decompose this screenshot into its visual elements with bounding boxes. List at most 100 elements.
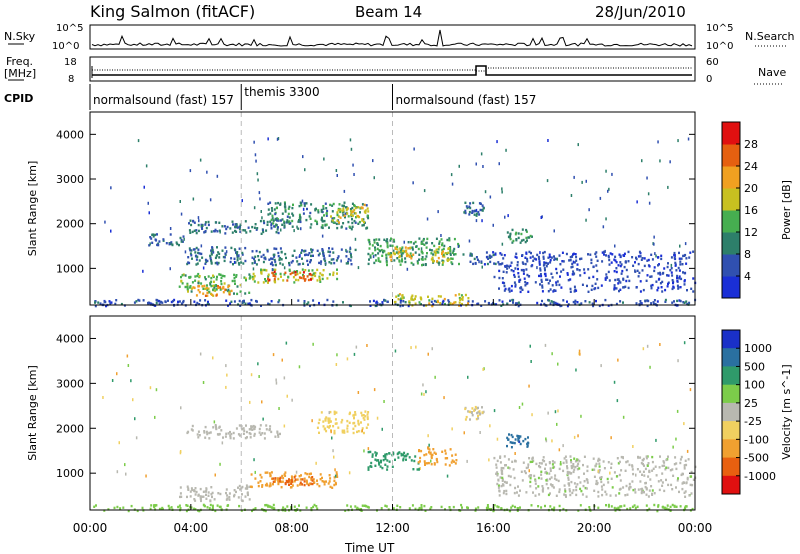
power-cell	[502, 270, 505, 273]
power-cell	[373, 241, 376, 244]
velocity-cell	[306, 482, 309, 485]
velocity-cell	[620, 469, 623, 472]
power-cell	[432, 253, 435, 256]
power-speck	[475, 219, 478, 223]
power-speck	[349, 138, 352, 142]
power-region	[367, 237, 465, 267]
velocity-cell	[238, 484, 241, 488]
velocity-cell	[543, 459, 546, 463]
velocity-speck	[281, 358, 283, 362]
power-cell	[328, 226, 330, 229]
power-cell	[492, 251, 495, 254]
velocity-cell	[310, 478, 313, 481]
power-speck	[143, 185, 145, 189]
power-cell	[284, 206, 287, 209]
power-cell	[441, 252, 443, 256]
power-speck	[350, 147, 353, 151]
power-cell	[528, 250, 531, 254]
power-cell	[300, 276, 303, 280]
power-cell	[238, 299, 241, 303]
velocity-cell	[540, 462, 543, 465]
velocity-cell	[251, 428, 254, 431]
power-cell	[576, 263, 579, 266]
power-cell	[686, 302, 689, 306]
velocity-speck	[622, 415, 625, 419]
power-cell	[395, 295, 398, 298]
power-cell	[516, 261, 519, 264]
power-cell	[460, 294, 463, 297]
power-cell	[673, 251, 676, 255]
power-cell	[309, 261, 312, 264]
velocity-speck	[394, 349, 397, 353]
power-cell	[579, 257, 581, 261]
velocity-cell	[586, 469, 589, 473]
velocity-cell	[346, 427, 349, 430]
power-cell	[547, 290, 550, 293]
power-cell	[212, 251, 215, 254]
velocity-cell	[263, 437, 266, 440]
power-cell	[297, 227, 300, 230]
power-cell	[692, 250, 695, 253]
power-cell	[676, 299, 679, 303]
power-cell	[672, 286, 675, 289]
power-cell	[262, 268, 265, 272]
velocity-region	[417, 446, 458, 467]
velocity-cell	[411, 504, 414, 507]
power-cell	[448, 239, 451, 242]
power-cell	[544, 272, 547, 276]
velocity-speck	[225, 364, 227, 368]
velocity-cell	[628, 463, 631, 467]
power-cell	[230, 289, 233, 293]
power-speck	[450, 173, 453, 177]
power-cell	[321, 248, 324, 251]
power-cell	[287, 212, 290, 216]
velocity-cell	[432, 448, 435, 451]
velocity-cell	[580, 489, 583, 493]
power-cell	[619, 255, 622, 258]
power-cell	[399, 304, 402, 308]
power-cell	[291, 212, 294, 215]
power-cell	[467, 300, 470, 303]
velocity-cell	[653, 503, 656, 507]
velocity-cell	[269, 505, 272, 508]
power-cell	[148, 301, 151, 305]
power-cell	[199, 299, 202, 302]
velocity-cell	[261, 484, 264, 487]
power-cell	[588, 301, 591, 304]
velocity-cell	[595, 462, 598, 466]
power-speck	[536, 266, 538, 270]
power-cell	[346, 207, 349, 211]
power-cell	[298, 219, 300, 222]
velocity-cell	[116, 505, 119, 509]
power-cell	[328, 261, 331, 264]
power-cell	[348, 225, 351, 228]
velocity-cell	[651, 460, 654, 464]
power-cell	[284, 209, 287, 212]
velocity-cell	[651, 455, 654, 459]
power-cell	[580, 257, 583, 260]
velocity-cell	[283, 473, 286, 476]
power-cell	[325, 214, 328, 217]
power-cell	[307, 253, 310, 257]
velocity-cell	[130, 504, 133, 508]
velocity-cell	[305, 480, 308, 483]
velocity-speck	[415, 345, 417, 349]
power-cell	[401, 294, 404, 297]
power-cell	[587, 253, 589, 256]
power-cell	[279, 247, 282, 250]
power-cell	[210, 292, 212, 296]
velocity-cell	[424, 462, 426, 465]
power-cell	[312, 273, 315, 277]
power-cell	[214, 228, 217, 232]
power-cell	[535, 258, 538, 261]
power-cell	[178, 243, 180, 247]
velocity-cell	[528, 475, 531, 478]
power-cell	[367, 262, 370, 266]
power-cell	[661, 280, 664, 284]
velocity-speck	[311, 419, 313, 423]
power-cell	[439, 295, 442, 298]
velocity-cell	[509, 441, 512, 444]
power-cell	[265, 229, 268, 232]
power-cell	[420, 242, 423, 245]
power-cell	[501, 300, 504, 303]
